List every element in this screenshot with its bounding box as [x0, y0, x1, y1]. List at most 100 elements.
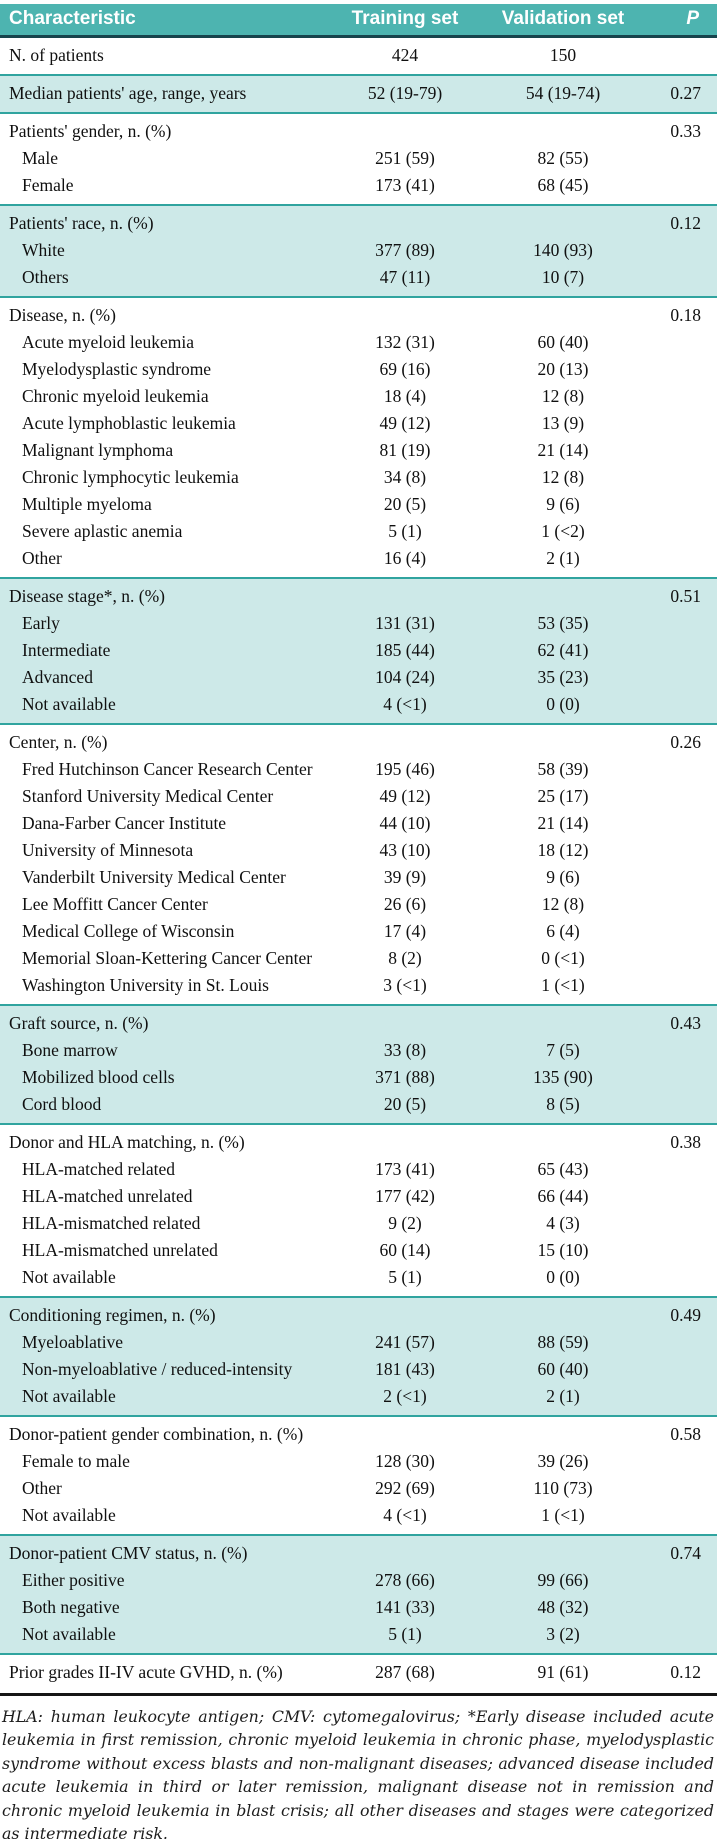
cell-training: 52 (19-79) — [367, 82, 443, 103]
cell-training: 128 (30) — [375, 1450, 435, 1471]
cell-training — [326, 1535, 484, 1567]
cell-p — [642, 1183, 717, 1210]
cell-training — [326, 113, 484, 145]
cell-p — [642, 1475, 717, 1502]
cell-training — [326, 205, 484, 237]
cell-training: 132 (31) — [375, 331, 435, 352]
cell-training: 241 (57) — [375, 1331, 435, 1352]
cell-validation: 21 (14) — [537, 812, 589, 833]
cell-p — [642, 237, 717, 264]
cell-training: 81 (19) — [379, 439, 431, 460]
cell-p — [642, 545, 717, 578]
cell-p — [642, 1502, 717, 1535]
cell-validation: 110 (73) — [533, 1477, 593, 1498]
cell-p — [642, 1091, 717, 1124]
cell-characteristic: Multiple myeloma — [22, 493, 152, 514]
table-header-row: Characteristic Training set Validation s… — [0, 4, 717, 38]
cell-characteristic: Female — [22, 174, 74, 195]
cell-validation: 60 (40) — [537, 331, 589, 352]
table-row: HLA-mismatched unrelated 60 (14) 15 (10) — [0, 1237, 717, 1264]
table-row: Other 292 (69) 110 (73) — [0, 1475, 717, 1502]
section-header-row: N. of patients 424 150 — [0, 36, 717, 75]
cell-validation: 12 (8) — [541, 385, 585, 406]
cell-characteristic: Intermediate — [22, 639, 111, 660]
table-footnote: HLA: human leukocyte antigen; CMV: cytom… — [2, 1706, 714, 1844]
cell-validation: 9 (6) — [546, 493, 580, 514]
table-row: Chronic myeloid leukemia 18 (4) 12 (8) — [0, 383, 717, 410]
section-header-row: Center, n. (%) 0.26 — [0, 724, 717, 756]
cell-p — [642, 691, 717, 724]
cell-validation: 1 (<1) — [541, 1504, 585, 1525]
cell-validation: 62 (41) — [537, 639, 589, 660]
table-row: Non-myeloablative / reduced-intensity 181… — [0, 1356, 717, 1383]
cell-characteristic: HLA-mismatched related — [22, 1212, 201, 1233]
cell-characteristic: Patients' race, n. (%) — [9, 212, 154, 233]
cell-p — [642, 1064, 717, 1091]
cell-p: 0.74 — [670, 1542, 701, 1563]
cell-training: 177 (42) — [375, 1185, 435, 1206]
cell-validation: 53 (35) — [537, 612, 589, 633]
cell-validation: 12 (8) — [541, 893, 585, 914]
cell-validation: 39 (26) — [537, 1450, 589, 1471]
table-section: Donor-patient CMV status, n. (%) 0.74 Eith… — [0, 1534, 717, 1654]
cell-characteristic: Early — [22, 612, 60, 633]
cell-characteristic: Not available — [22, 693, 116, 714]
cell-characteristic: Severe aplastic anemia — [22, 520, 183, 541]
table-section: Prior grades II-IV acute GVHD, n. (%) 287… — [0, 1654, 717, 1691]
cell-training: 424 — [391, 44, 419, 65]
table-section: Patients' gender, n. (%) 0.33 Male 251 (59)… — [0, 113, 717, 205]
cell-p — [642, 1264, 717, 1297]
cell-p: 0.12 — [670, 1661, 701, 1682]
cell-characteristic: White — [22, 239, 65, 260]
cell-characteristic: Acute myeloid leukemia — [22, 331, 195, 352]
table-row: Not available 2 (<1) 2 (1) — [0, 1383, 717, 1416]
cell-characteristic: Advanced — [22, 666, 93, 687]
cell-p: 0.12 — [670, 212, 701, 233]
table-section: Center, n. (%) 0.26 Fred Hutchinson Cancer… — [0, 724, 717, 1005]
cell-training: 131 (31) — [375, 612, 435, 633]
cell-validation: 88 (59) — [537, 1331, 589, 1352]
table-row: Female to male 128 (30) 39 (26) — [0, 1448, 717, 1475]
cell-training — [326, 297, 484, 329]
cell-characteristic: Cord blood — [22, 1093, 102, 1114]
cell-p — [642, 1210, 717, 1237]
cell-p — [642, 172, 717, 205]
table-row: Mobilized blood cells 371 (88) 135 (90) — [0, 1064, 717, 1091]
cell-validation: 2 (1) — [546, 1385, 580, 1406]
cell-training: 43 (10) — [379, 839, 431, 860]
cell-training — [326, 1297, 484, 1329]
cell-validation — [484, 1297, 642, 1329]
cell-training: 173 (41) — [375, 1158, 435, 1179]
cell-p — [642, 1356, 717, 1383]
section-header-row: Disease, n. (%) 0.18 — [0, 297, 717, 329]
cell-validation: 21 (14) — [537, 439, 589, 460]
cell-validation: 2 (1) — [546, 547, 580, 568]
cell-p — [642, 410, 717, 437]
cell-training: 173 (41) — [375, 174, 435, 195]
cell-characteristic: Myelodysplastic syndrome — [22, 358, 212, 379]
cell-validation: 7 (5) — [546, 1039, 580, 1060]
table-row: Others 47 (11) 10 (7) — [0, 264, 717, 297]
cell-training: 3 (<1) — [383, 974, 427, 995]
cell-training: 60 (14) — [379, 1239, 431, 1260]
cell-training: 104 (24) — [375, 666, 435, 687]
cell-characteristic: Male — [22, 147, 58, 168]
cell-training: 2 (<1) — [383, 1385, 427, 1406]
cell-p — [642, 891, 717, 918]
cell-training: 4 (<1) — [383, 693, 427, 714]
cell-characteristic: Stanford University Medical Center — [22, 785, 274, 806]
cell-p — [642, 810, 717, 837]
table-section: Disease, n. (%) 0.18 Acute myeloid leukemi… — [0, 297, 717, 578]
cell-validation: 140 (93) — [533, 239, 593, 260]
cell-training: 47 (11) — [379, 266, 431, 287]
cell-characteristic: Both negative — [22, 1596, 120, 1617]
cell-p — [642, 264, 717, 297]
cell-characteristic: HLA-mismatched unrelated — [22, 1239, 218, 1260]
cell-p: 0.27 — [670, 82, 701, 103]
cell-characteristic: Vanderbilt University Medical Center — [22, 866, 286, 887]
cell-validation: 1 (<1) — [541, 974, 585, 995]
table-section: Donor and HLA matching, n. (%) 0.38 HLA-ma… — [0, 1124, 717, 1297]
table-row: Myelodysplastic syndrome 69 (16) 20 (13) — [0, 356, 717, 383]
cell-training: 18 (4) — [383, 385, 427, 406]
